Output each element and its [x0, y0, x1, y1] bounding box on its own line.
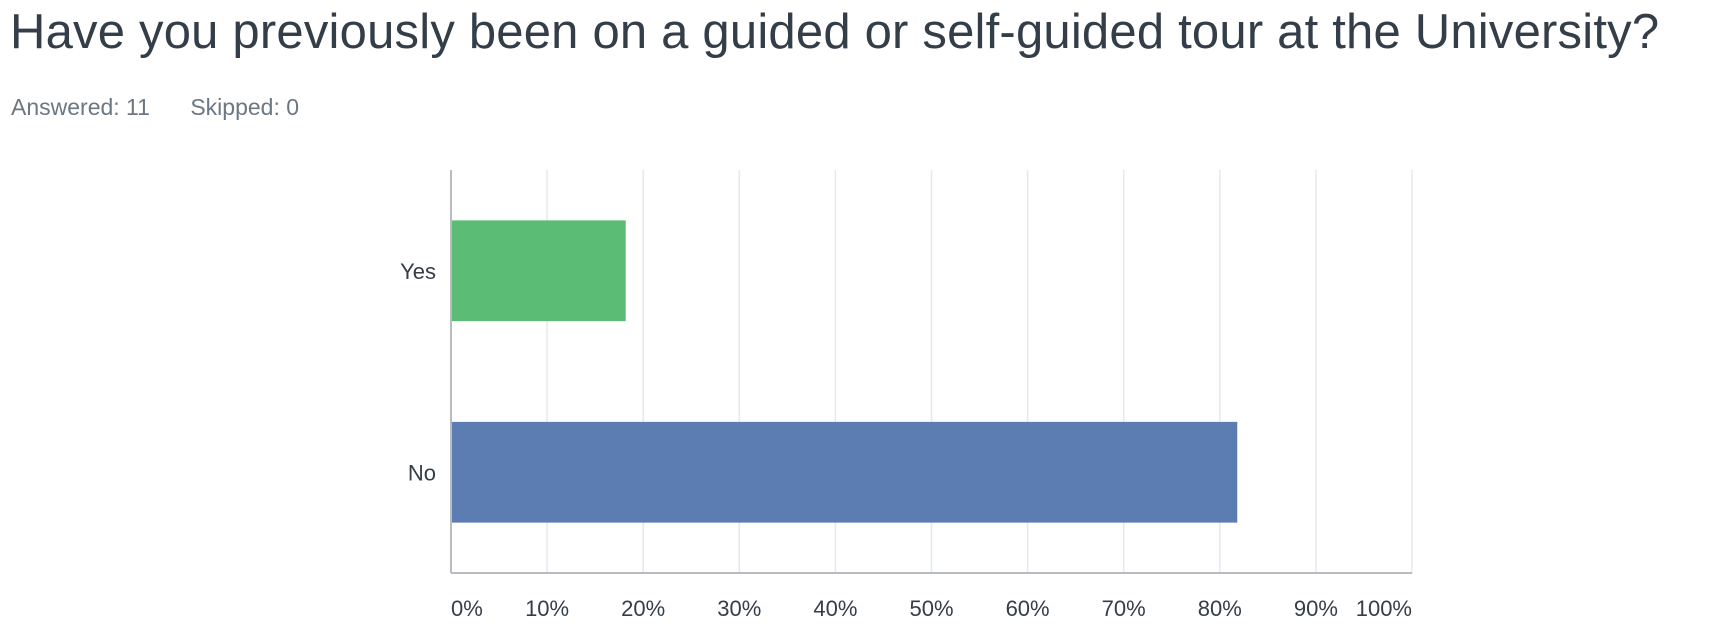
x-tick-label: 70%	[1102, 596, 1146, 621]
bar-yes	[451, 220, 626, 322]
x-tick-label: 60%	[1006, 596, 1050, 621]
response-stats: Answered: 11 Skipped: 0	[11, 94, 299, 121]
x-tick-label: 50%	[909, 596, 953, 621]
skipped-count: Skipped: 0	[190, 94, 300, 120]
x-tick-label: 100%	[1356, 596, 1412, 621]
category-label: No	[408, 460, 436, 485]
x-tick-label: 40%	[813, 596, 857, 621]
category-label: Yes	[400, 259, 436, 284]
x-tick-label: 0%	[451, 596, 483, 621]
x-tick-label: 20%	[621, 596, 665, 621]
x-tick-label: 80%	[1198, 596, 1242, 621]
x-tick-label: 10%	[525, 596, 569, 621]
answered-count: Answered: 11	[11, 94, 150, 120]
question-title: Have you previously been on a guided or …	[10, 5, 1660, 59]
bar-no	[451, 421, 1238, 523]
x-tick-label: 30%	[717, 596, 761, 621]
x-tick-label: 90%	[1294, 596, 1338, 621]
